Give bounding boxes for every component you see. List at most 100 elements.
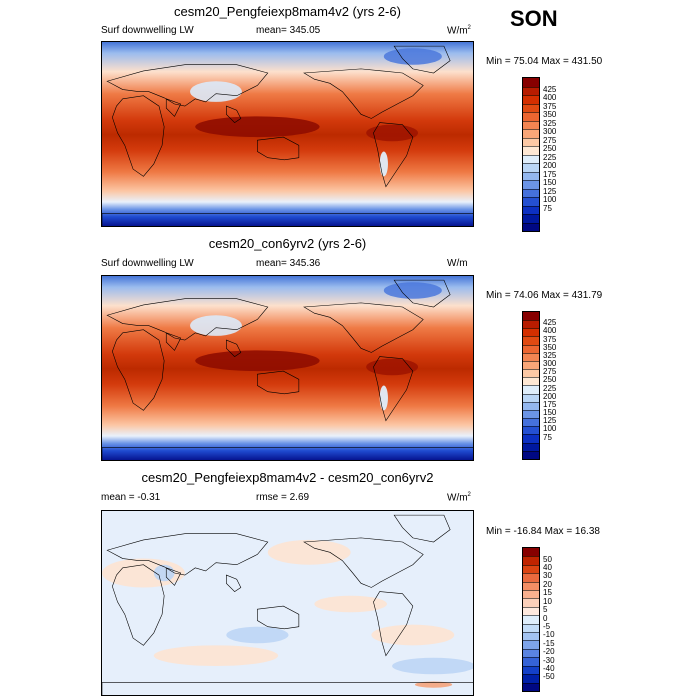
colorbar-segment bbox=[523, 573, 539, 582]
colorbar-tick-label: 15 bbox=[543, 588, 552, 598]
colorbar-tick-label: 75 bbox=[543, 432, 552, 442]
colorbar-tick-label: 20 bbox=[543, 579, 552, 589]
colorbar-tick-label: 200 bbox=[543, 391, 557, 401]
colorbar-tick-label: 425 bbox=[543, 84, 557, 94]
panel-1-units: W/m2 bbox=[447, 25, 471, 37]
colorbar-tick-label: 125 bbox=[543, 186, 557, 196]
colorbar-tick-label: 225 bbox=[543, 152, 557, 162]
colorbar-segment bbox=[523, 418, 539, 427]
colorbar-tick-label: 250 bbox=[543, 375, 557, 385]
colorbar-segment bbox=[523, 640, 539, 649]
panel-1-mean-label: mean= 345.05 bbox=[256, 25, 321, 36]
colorbar-segment bbox=[523, 336, 539, 345]
colorbar-segment bbox=[523, 120, 539, 129]
colorbar-tick-label: -5 bbox=[543, 621, 551, 631]
colorbar-segment bbox=[523, 344, 539, 353]
colorbar-tick-label: 200 bbox=[543, 161, 557, 171]
colorbar-segment bbox=[523, 180, 539, 189]
colorbar-tick-label: 325 bbox=[543, 350, 557, 360]
colorbar-segment bbox=[523, 137, 539, 146]
colorbar-tick-label: 275 bbox=[543, 367, 557, 377]
season-label: SON bbox=[510, 6, 558, 31]
colorbar-tick-label: -30 bbox=[543, 655, 555, 665]
colorbar-segment bbox=[523, 393, 539, 402]
colorbar-segment bbox=[523, 188, 539, 197]
colorbar-tick-label: -10 bbox=[543, 630, 555, 640]
colorbar-tick-label: 375 bbox=[543, 101, 557, 111]
colorbar-tick-label: 175 bbox=[543, 399, 557, 409]
panel-2-colorbar bbox=[522, 311, 540, 460]
colorbar-tick-label: 300 bbox=[543, 359, 557, 369]
colorbar-segment bbox=[523, 205, 539, 214]
colorbar-segment bbox=[523, 632, 539, 641]
colorbar-segment bbox=[523, 369, 539, 378]
colorbar-tick-label: 175 bbox=[543, 169, 557, 179]
panel-2-map bbox=[101, 275, 474, 461]
colorbar-segment bbox=[523, 360, 539, 370]
colorbar-segment bbox=[523, 377, 539, 386]
colorbar-segment bbox=[523, 103, 539, 112]
colorbar-tick-label: 225 bbox=[543, 383, 557, 393]
colorbar-segment bbox=[523, 606, 539, 616]
colorbar-tick-label: 300 bbox=[543, 127, 557, 137]
colorbar-tick-label: 5 bbox=[543, 605, 548, 615]
colorbar-tick-label: 375 bbox=[543, 334, 557, 344]
colorbar-segment bbox=[523, 665, 539, 675]
colorbar-segment bbox=[523, 442, 539, 451]
panel-3-colorbar bbox=[522, 547, 540, 692]
panel-3-minmax: Min = -16.84 Max = 16.38 bbox=[486, 526, 600, 537]
panel-1-colorbar bbox=[522, 77, 540, 232]
colorbar-segment bbox=[523, 401, 539, 410]
colorbar-tick-label: 30 bbox=[543, 571, 552, 581]
panel-1-map bbox=[101, 41, 474, 227]
colorbar-segment bbox=[523, 590, 539, 599]
colorbar-tick-label: 75 bbox=[543, 203, 552, 213]
colorbar-tick-label: 40 bbox=[543, 563, 552, 573]
panel-1-title: cesm20_Pengfeiexp8mam4v2 (yrs 2-6) bbox=[174, 4, 401, 19]
colorbar-segment bbox=[523, 320, 539, 329]
panel-1-variable-label: Surf downwelling LW bbox=[101, 25, 194, 36]
colorbar-segment bbox=[523, 171, 539, 180]
colorbar-segment bbox=[523, 682, 539, 691]
colorbar-tick-label: -40 bbox=[543, 663, 555, 673]
panel-3-rmse-label: rmse = 2.69 bbox=[256, 492, 310, 503]
colorbar-segment bbox=[523, 86, 539, 95]
colorbar-tick-label: -50 bbox=[543, 672, 555, 682]
colorbar-tick-label: 10 bbox=[543, 596, 552, 606]
colorbar-segment bbox=[523, 78, 539, 87]
panel-2-title: cesm20_con6yrv2 (yrs 2-6) bbox=[208, 236, 367, 251]
colorbar-tick-label: 350 bbox=[543, 110, 557, 120]
colorbar-segment bbox=[523, 352, 539, 361]
colorbar-tick-label: 250 bbox=[543, 144, 557, 154]
panel-3-mean-label: mean = -0.31 bbox=[101, 492, 161, 503]
colorbar-segment bbox=[523, 197, 539, 206]
panel-1-minmax: Min = 75.04 Max = 431.50 bbox=[486, 56, 603, 67]
colorbar-segment bbox=[523, 222, 539, 231]
colorbar-tick-label: 100 bbox=[543, 424, 557, 434]
colorbar-segment bbox=[523, 112, 539, 121]
colorbar-segment bbox=[523, 328, 539, 337]
panel-2-mean-label: mean= 345.36 bbox=[256, 258, 321, 269]
colorbar-segment bbox=[523, 434, 539, 443]
colorbar-segment bbox=[523, 409, 539, 419]
colorbar-tick-label: 100 bbox=[543, 195, 557, 205]
panel-3-units: W/m2 bbox=[447, 492, 471, 504]
colorbar-tick-label: 325 bbox=[543, 118, 557, 128]
colorbar-segment bbox=[523, 426, 539, 435]
colorbar-tick-label: 425 bbox=[543, 318, 557, 328]
panel-3-map bbox=[101, 510, 474, 696]
colorbar-segment bbox=[523, 154, 539, 163]
colorbar-segment bbox=[523, 385, 539, 394]
colorbar-segment bbox=[523, 129, 539, 138]
panel-2-minmax: Min = 74.06 Max = 431.79 bbox=[486, 290, 603, 301]
colorbar-segment bbox=[523, 648, 539, 658]
colorbar-tick-label: 50 bbox=[543, 554, 552, 564]
colorbar-tick-label: 350 bbox=[543, 342, 557, 352]
colorbar-tick-label: 125 bbox=[543, 416, 557, 426]
colorbar-tick-label: -15 bbox=[543, 638, 555, 648]
colorbar-segment bbox=[523, 548, 539, 557]
colorbar-tick-label: 400 bbox=[543, 326, 557, 336]
colorbar-segment bbox=[523, 214, 539, 223]
colorbar-segment bbox=[523, 581, 539, 591]
colorbar-segment bbox=[523, 163, 539, 172]
